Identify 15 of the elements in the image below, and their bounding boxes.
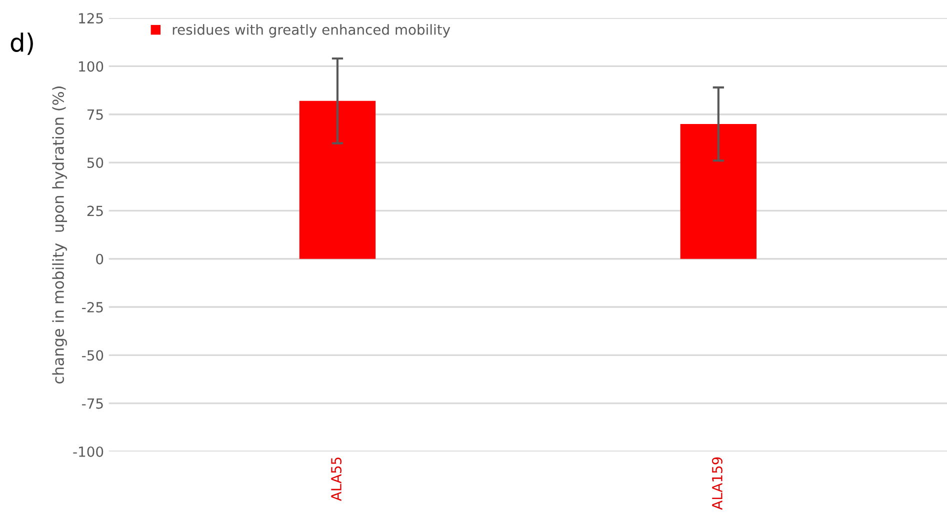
x-tick-label: ALA55 (331, 458, 342, 501)
y-tick-label: 75 (88, 110, 103, 120)
y-tick-label: 125 (79, 13, 103, 24)
legend-label: residues with greatly enhanced mobility (172, 24, 450, 38)
x-tick-label: ALA159 (712, 457, 722, 510)
y-tick-label: -100 (73, 446, 104, 457)
y-axis-title: change in mobility upon hydration (%) (52, 86, 67, 384)
text: d) (10, 32, 33, 55)
y-tick-label: -50 (82, 350, 104, 361)
y-tick-label: 0 (96, 254, 104, 264)
y-tick-label: 100 (79, 61, 104, 72)
y-tick-label: -75 (82, 398, 103, 409)
y-tick-label: -25 (82, 302, 103, 312)
y-tick-label: 50 (87, 158, 104, 168)
y-tick-label: 25 (87, 206, 103, 216)
